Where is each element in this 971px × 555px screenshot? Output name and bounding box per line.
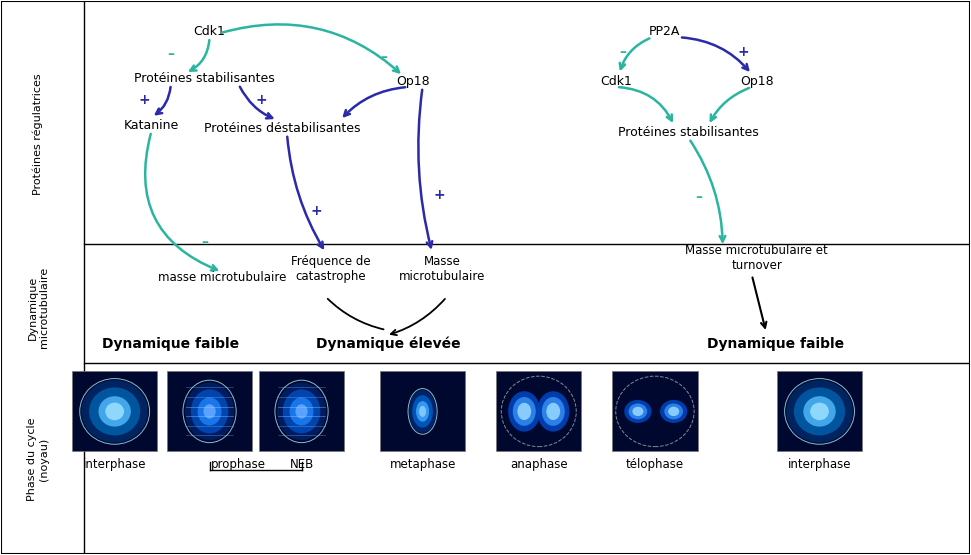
Text: –: – xyxy=(201,235,208,249)
Text: NEB: NEB xyxy=(289,458,314,471)
Ellipse shape xyxy=(203,404,216,418)
Ellipse shape xyxy=(547,403,560,420)
Ellipse shape xyxy=(513,397,536,426)
Ellipse shape xyxy=(277,382,326,440)
Bar xyxy=(259,371,344,451)
Text: Protéines régulatrices: Protéines régulatrices xyxy=(33,73,44,195)
Ellipse shape xyxy=(98,396,131,427)
Ellipse shape xyxy=(628,403,648,420)
Ellipse shape xyxy=(664,403,683,420)
Text: Dynamique faible: Dynamique faible xyxy=(102,337,240,351)
Bar xyxy=(777,371,862,451)
Text: +: + xyxy=(139,93,151,107)
Ellipse shape xyxy=(537,391,569,432)
Text: Op18: Op18 xyxy=(740,75,774,88)
Ellipse shape xyxy=(295,404,308,418)
Text: Cdk1: Cdk1 xyxy=(600,75,632,88)
Text: Op18: Op18 xyxy=(396,75,430,88)
Ellipse shape xyxy=(416,401,429,422)
Text: Protéines stabilisantes: Protéines stabilisantes xyxy=(619,126,759,139)
Text: PP2A: PP2A xyxy=(649,26,681,38)
Text: Dynamique élevée: Dynamique élevée xyxy=(317,336,461,351)
Ellipse shape xyxy=(283,390,320,433)
Text: +: + xyxy=(433,188,445,201)
Text: –: – xyxy=(619,45,626,59)
Text: anaphase: anaphase xyxy=(510,458,568,471)
Text: Dynamique
microtubulaire: Dynamique microtubulaire xyxy=(27,268,49,349)
Bar xyxy=(72,371,157,451)
Text: interphase: interphase xyxy=(787,458,852,471)
Bar xyxy=(167,371,252,451)
Ellipse shape xyxy=(82,380,148,443)
Text: télophase: télophase xyxy=(626,458,684,471)
Ellipse shape xyxy=(660,400,687,423)
Text: masse microtubulaire: masse microtubulaire xyxy=(158,271,286,284)
Text: Fréquence de
catastrophe: Fréquence de catastrophe xyxy=(290,255,370,283)
Text: +: + xyxy=(737,45,749,59)
Ellipse shape xyxy=(289,397,314,426)
Ellipse shape xyxy=(89,387,140,436)
Text: Masse microtubulaire et
turnover: Masse microtubulaire et turnover xyxy=(686,244,828,272)
Text: Dynamique faible: Dynamique faible xyxy=(708,337,845,351)
Ellipse shape xyxy=(419,406,426,417)
Ellipse shape xyxy=(518,403,531,420)
Text: Phase du cycle
(noyau): Phase du cycle (noyau) xyxy=(27,418,49,502)
Ellipse shape xyxy=(787,380,853,443)
Ellipse shape xyxy=(413,395,433,427)
Text: Protéines déstabilisantes: Protéines déstabilisantes xyxy=(204,122,360,135)
Text: metaphase: metaphase xyxy=(389,458,455,471)
Ellipse shape xyxy=(810,402,829,420)
Text: Cdk1: Cdk1 xyxy=(193,26,225,38)
Ellipse shape xyxy=(624,400,652,423)
Text: –: – xyxy=(381,49,387,64)
Text: Masse
microtubulaire: Masse microtubulaire xyxy=(399,255,486,283)
Text: –: – xyxy=(167,47,175,61)
Ellipse shape xyxy=(191,390,228,433)
Ellipse shape xyxy=(508,391,541,432)
Text: +: + xyxy=(311,204,321,218)
Ellipse shape xyxy=(542,397,565,426)
Ellipse shape xyxy=(632,407,644,416)
Bar xyxy=(380,371,465,451)
Ellipse shape xyxy=(794,387,845,436)
Text: –: – xyxy=(695,190,702,204)
Bar xyxy=(613,371,697,451)
Ellipse shape xyxy=(803,396,836,427)
Ellipse shape xyxy=(198,397,221,426)
Bar xyxy=(496,371,582,451)
Ellipse shape xyxy=(185,382,234,440)
Text: Katanine: Katanine xyxy=(124,119,179,132)
Text: +: + xyxy=(255,93,267,107)
Ellipse shape xyxy=(668,407,680,416)
Text: interphase: interphase xyxy=(83,458,147,471)
Text: Protéines stabilisantes: Protéines stabilisantes xyxy=(134,72,275,85)
Ellipse shape xyxy=(409,390,436,433)
Text: prophase: prophase xyxy=(211,458,266,471)
Ellipse shape xyxy=(105,402,124,420)
